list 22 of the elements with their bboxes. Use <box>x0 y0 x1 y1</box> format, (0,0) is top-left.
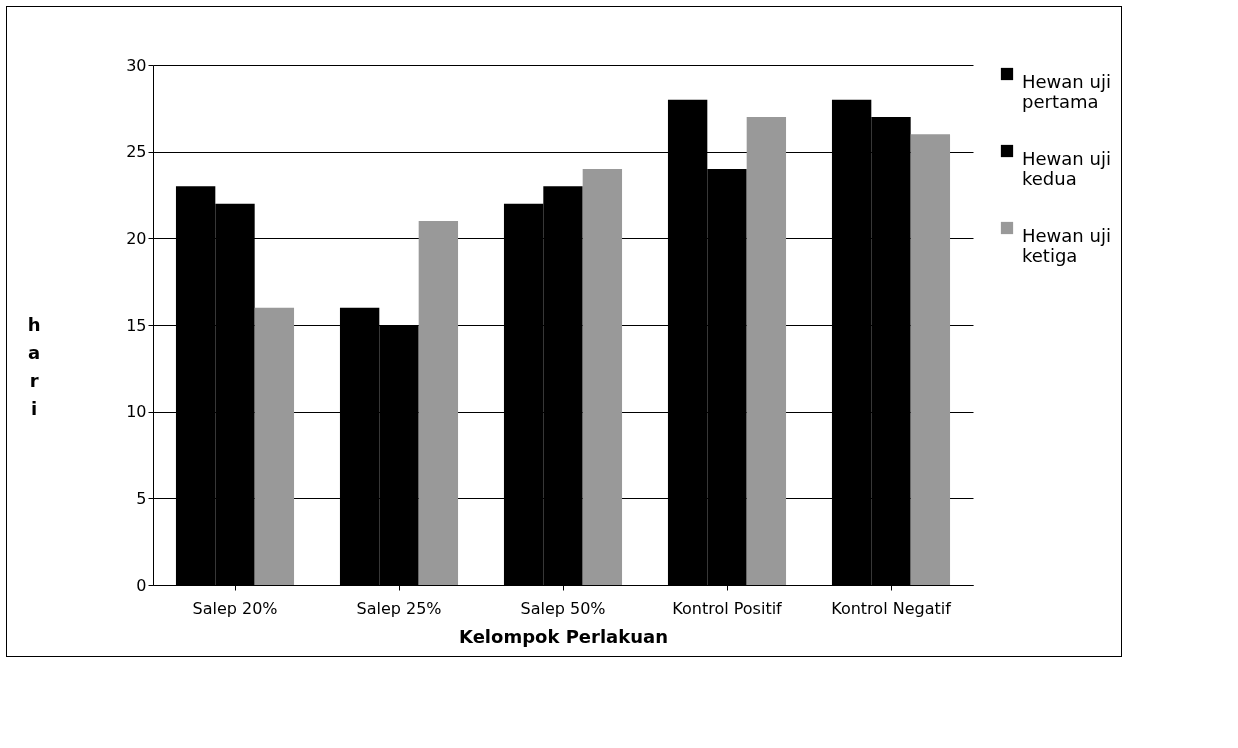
y-axis-title: hari <box>27 313 41 419</box>
bar <box>746 117 787 585</box>
x-tick-label: Kontrol Positif <box>672 598 783 618</box>
bar <box>418 221 459 585</box>
legend-label: Hewan uji kedua <box>1022 148 1111 189</box>
bar <box>582 169 623 585</box>
x-tick-label: Salep 25% <box>356 598 442 618</box>
y-tick-label: 15 <box>126 315 147 335</box>
legend-label: Hewan uji ketiga <box>1022 225 1111 266</box>
y-tick-label: 25 <box>126 142 147 162</box>
y-tick-label: 30 <box>126 55 147 75</box>
x-tick-label: Kontrol Negatif <box>831 598 952 618</box>
x-axis-title: Kelompok Perlakuan <box>459 625 668 647</box>
legend-label: Hewan uji pertama <box>1022 71 1111 112</box>
x-tick-label: Salep 50% <box>520 598 606 618</box>
y-tick-label: 0 <box>136 575 147 595</box>
bar <box>254 307 295 585</box>
y-tick-label: 20 <box>126 228 147 248</box>
y-tick-label: 10 <box>126 402 147 422</box>
y-tick-label: 5 <box>136 488 147 508</box>
x-tick-label: Salep 20% <box>192 598 278 618</box>
bar <box>910 134 951 585</box>
